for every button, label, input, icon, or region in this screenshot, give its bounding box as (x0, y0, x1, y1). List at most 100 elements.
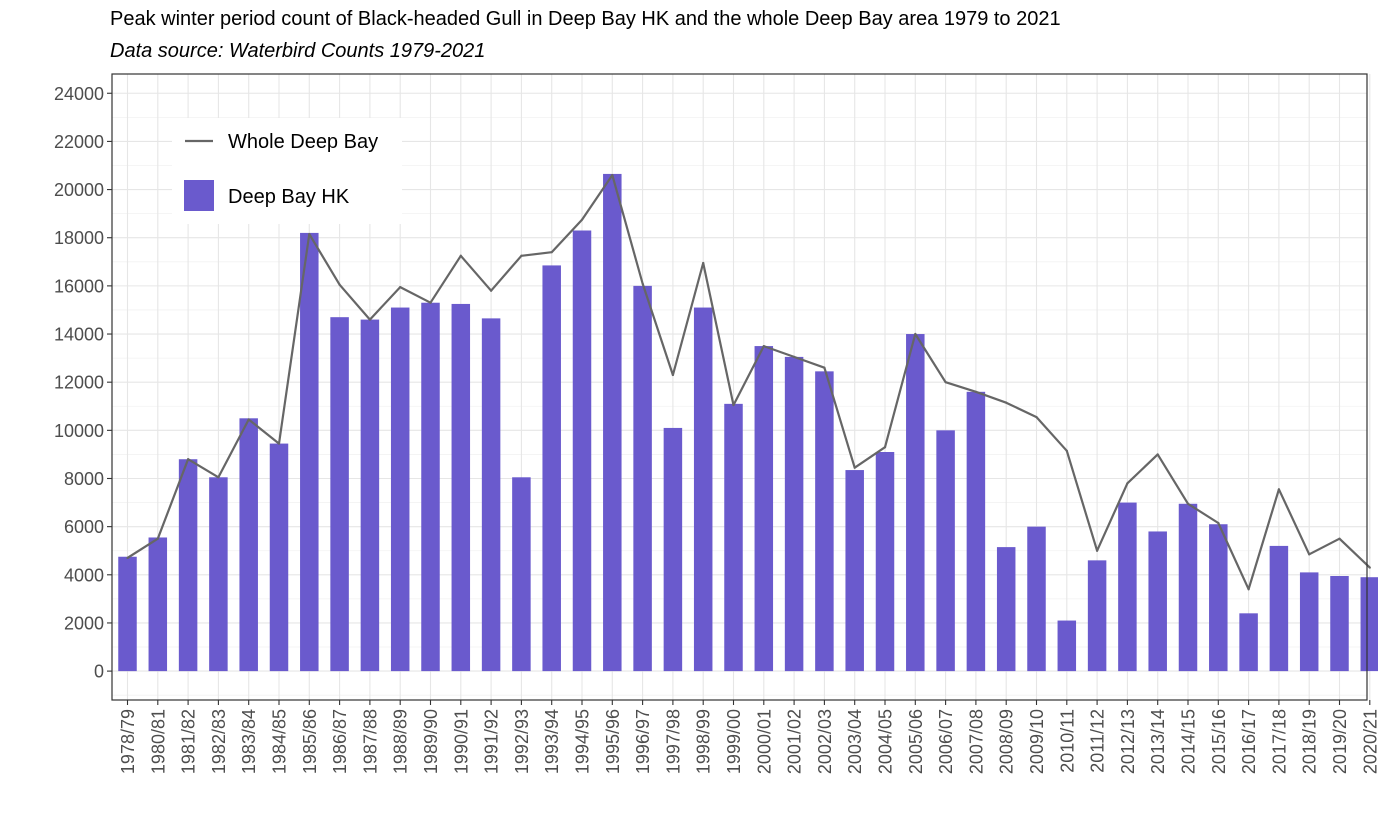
x-tick-label: 1986/87 (330, 709, 350, 774)
x-tick-label: 2004/05 (876, 709, 896, 774)
x-tick-label: 2016/17 (1239, 709, 1259, 774)
point-whole-deep-bay (1368, 566, 1371, 569)
bar-deep-bay-hk (936, 430, 955, 672)
x-tick-label: 1982/83 (209, 709, 229, 774)
point-whole-deep-bay (156, 537, 159, 540)
x-tick-label: 1983/84 (239, 709, 259, 774)
x-tick-label: 1997/98 (663, 709, 683, 774)
x-tick-label: 1988/89 (391, 709, 411, 774)
legend-label-deep-bay-hk: Deep Bay HK (228, 186, 350, 208)
point-whole-deep-bay (1308, 553, 1311, 556)
legend-label-whole-deep-bay: Whole Deep Bay (228, 131, 378, 153)
x-tick-label: 2012/13 (1118, 709, 1138, 774)
bar-deep-bay-hk (118, 556, 137, 672)
x-tick-label: 1984/85 (270, 709, 290, 774)
x-tick-label: 1985/86 (300, 709, 320, 774)
bar-deep-bay-hk (1330, 576, 1349, 672)
point-whole-deep-bay (611, 174, 614, 177)
point-whole-deep-bay (974, 390, 978, 393)
point-whole-deep-bay (429, 301, 432, 304)
point-whole-deep-bay (1005, 401, 1008, 404)
bar-deep-bay-hk (784, 356, 804, 672)
bar-deep-bay-hk (451, 303, 471, 672)
bar-deep-bay-hk (178, 459, 198, 672)
point-whole-deep-bay (187, 458, 190, 461)
plot-border (111, 73, 1368, 701)
point-whole-deep-bay (1035, 415, 1038, 419)
point-whole-deep-bay (914, 332, 917, 336)
point-whole-deep-bay (671, 373, 675, 377)
bar-deep-bay-hk (996, 547, 1016, 672)
point-whole-deep-bay (1338, 537, 1341, 540)
point-whole-deep-bay (1247, 588, 1250, 591)
point-whole-deep-bay (1156, 453, 1159, 456)
point-whole-deep-bay (1277, 488, 1280, 491)
bar-deep-bay-hk (300, 232, 319, 672)
x-tick-label: 1994/95 (573, 709, 593, 774)
bar-deep-bay-hk (724, 403, 743, 672)
bar-deep-bay-hk (330, 317, 349, 672)
bar-deep-bay-hk (815, 371, 834, 672)
x-tick-label: 2005/06 (906, 709, 926, 774)
x-tick-label: 2015/16 (1209, 709, 1229, 774)
bar-deep-bay-hk (754, 346, 774, 672)
x-tick-label: 2000/01 (754, 709, 774, 774)
y-tick-label: 18000 (54, 228, 104, 248)
bar-deep-bay-hk (542, 265, 561, 672)
point-whole-deep-bay (368, 318, 371, 321)
bar-deep-bay-hk (1299, 572, 1319, 672)
point-whole-deep-bay (217, 476, 220, 479)
y-tick-label: 10000 (54, 421, 104, 441)
point-whole-deep-bay (944, 381, 947, 384)
y-tick-label: 16000 (54, 276, 104, 296)
y-tick-label: 24000 (54, 84, 104, 104)
x-tick-label: 2008/09 (997, 709, 1017, 774)
x-tick-label: 2011/12 (1088, 709, 1108, 773)
x-tick-label: 1998/99 (694, 709, 714, 774)
legend: Whole Deep Bay Deep Bay HK (172, 118, 402, 224)
point-whole-deep-bay (762, 344, 765, 348)
point-whole-deep-bay (580, 218, 584, 221)
x-tick-label: 2010/11 (1057, 709, 1077, 773)
x-tick-label: 2007/08 (966, 709, 986, 774)
bar-deep-bay-hk (906, 334, 925, 672)
x-tick-label: 1992/93 (512, 709, 532, 774)
bar-deep-bay-hk (1148, 531, 1167, 672)
point-whole-deep-bay (459, 254, 462, 257)
x-tick-label: 1990/91 (451, 709, 471, 774)
y-tick-label: 20000 (54, 180, 104, 200)
point-whole-deep-bay (702, 261, 705, 265)
bar-deep-bay-hk (1027, 526, 1046, 672)
bar-deep-bay-hk (421, 302, 440, 672)
x-tick-label: 2002/03 (815, 709, 835, 774)
bar-deep-bay-hk (269, 443, 289, 672)
x-tick-label: 2017/18 (1269, 709, 1289, 774)
point-whole-deep-bay (247, 418, 250, 421)
bar-deep-bay-hk (845, 470, 864, 672)
bar-deep-bay-hk (360, 319, 380, 672)
x-tick-label: 2019/20 (1330, 709, 1350, 774)
bar-deep-bay-hk (390, 307, 410, 672)
chart-title: Peak winter period count of Black-headed… (110, 8, 1061, 30)
point-whole-deep-bay (277, 442, 281, 445)
bar-deep-bay-hk (1239, 613, 1258, 672)
bar-deep-bay-hk (1178, 503, 1198, 672)
line-whole-deep-bay (126, 174, 1371, 591)
x-tick-label: 1993/94 (542, 709, 562, 774)
x-tick-label: 1987/88 (360, 709, 380, 774)
bar-deep-bay-hk (603, 173, 622, 672)
x-tick-label: 1980/81 (148, 709, 168, 774)
bar-deep-bay-hk (875, 452, 895, 672)
bar-deep-bay-hk (239, 418, 258, 672)
y-tick-label: 4000 (64, 565, 104, 585)
point-whole-deep-bay (883, 446, 887, 449)
x-tick-label: 2006/07 (936, 709, 956, 774)
x-tick-label: 1989/90 (421, 709, 441, 774)
y-tick-label: 6000 (64, 517, 104, 537)
bar-deep-bay-hk (966, 391, 986, 672)
bar-deep-bay-hk (1087, 560, 1107, 672)
point-whole-deep-bay (1126, 482, 1129, 485)
y-tick-label: 2000 (64, 613, 104, 633)
bar-deep-bay-hk (1269, 545, 1289, 672)
